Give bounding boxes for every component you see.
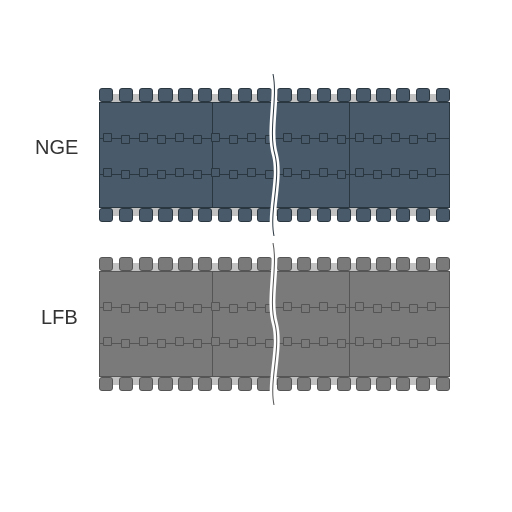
link-row [100, 303, 449, 312]
teeth-top [99, 88, 450, 102]
teeth-bottom [99, 208, 450, 222]
link-row [100, 169, 449, 178]
module-seam [212, 103, 213, 207]
label-nge: NGE [35, 137, 78, 160]
label-lfb: LFB [41, 307, 78, 330]
belt-body [99, 271, 450, 377]
module-seam [212, 272, 213, 376]
link-row [100, 134, 449, 143]
module-seam [349, 272, 350, 376]
teeth-bottom [99, 377, 450, 391]
belt-nge [99, 88, 450, 222]
belt-body [99, 102, 450, 208]
link-row [100, 338, 449, 347]
teeth-top [99, 257, 450, 271]
module-seam [349, 103, 350, 207]
belt-lfb [99, 257, 450, 391]
